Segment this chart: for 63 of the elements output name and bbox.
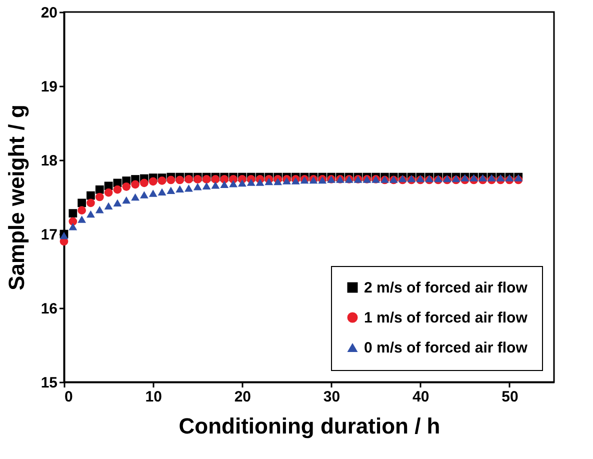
x-tick-label: 0	[64, 388, 73, 406]
point	[220, 175, 229, 184]
point	[68, 217, 78, 226]
legend-label: 1 m/s of forced air flow	[364, 310, 528, 326]
point	[68, 222, 78, 230]
point	[113, 185, 122, 194]
point	[158, 176, 166, 185]
legend-label: 0 m/s of forced air flow	[364, 340, 528, 356]
point	[86, 210, 95, 218]
y-tick-label: 15	[40, 374, 58, 392]
y-tick-label: 20	[40, 4, 58, 22]
point	[264, 178, 274, 186]
y-tick-label: 18	[40, 152, 58, 170]
point	[193, 183, 202, 190]
point	[202, 175, 211, 184]
legend-label: 2 m/s of forced air flow	[364, 280, 528, 296]
point	[176, 176, 184, 184]
point	[86, 191, 95, 200]
point	[78, 206, 86, 214]
point	[229, 180, 238, 188]
point	[86, 198, 95, 208]
point	[220, 180, 229, 188]
x-axis-title: Conditioning duration / h	[178, 414, 440, 438]
point	[78, 216, 86, 223]
point	[122, 196, 131, 204]
point	[246, 178, 256, 186]
point	[184, 184, 193, 192]
point	[184, 175, 193, 184]
x-tick-label: 10	[145, 388, 162, 406]
point	[158, 188, 166, 196]
point	[104, 202, 113, 210]
y-axis-title: Sample weight / g	[4, 104, 29, 290]
x-tick-label: 40	[412, 388, 430, 406]
point	[131, 193, 140, 201]
point	[78, 198, 86, 208]
y-tick-label: 16	[40, 300, 58, 318]
point	[113, 199, 122, 207]
point	[68, 209, 78, 218]
point	[238, 179, 246, 187]
point	[148, 190, 158, 197]
point	[140, 178, 148, 188]
point	[131, 180, 140, 189]
x-tick-label: 30	[323, 388, 340, 406]
point	[140, 191, 148, 198]
point	[176, 185, 184, 192]
x-tick-label: 50	[502, 388, 518, 406]
point	[95, 185, 104, 194]
y-tick-label: 17	[40, 226, 58, 244]
point	[211, 182, 220, 189]
point	[104, 188, 113, 197]
point	[256, 178, 264, 186]
point	[122, 182, 131, 191]
x-tick-label: 20	[234, 388, 252, 406]
point	[148, 177, 158, 186]
point	[95, 206, 104, 214]
point	[193, 175, 202, 184]
point	[166, 186, 176, 194]
point	[95, 192, 104, 202]
point	[211, 175, 220, 184]
point	[166, 176, 176, 184]
point	[202, 182, 211, 190]
point	[274, 178, 282, 186]
y-tick-label: 19	[40, 78, 58, 96]
